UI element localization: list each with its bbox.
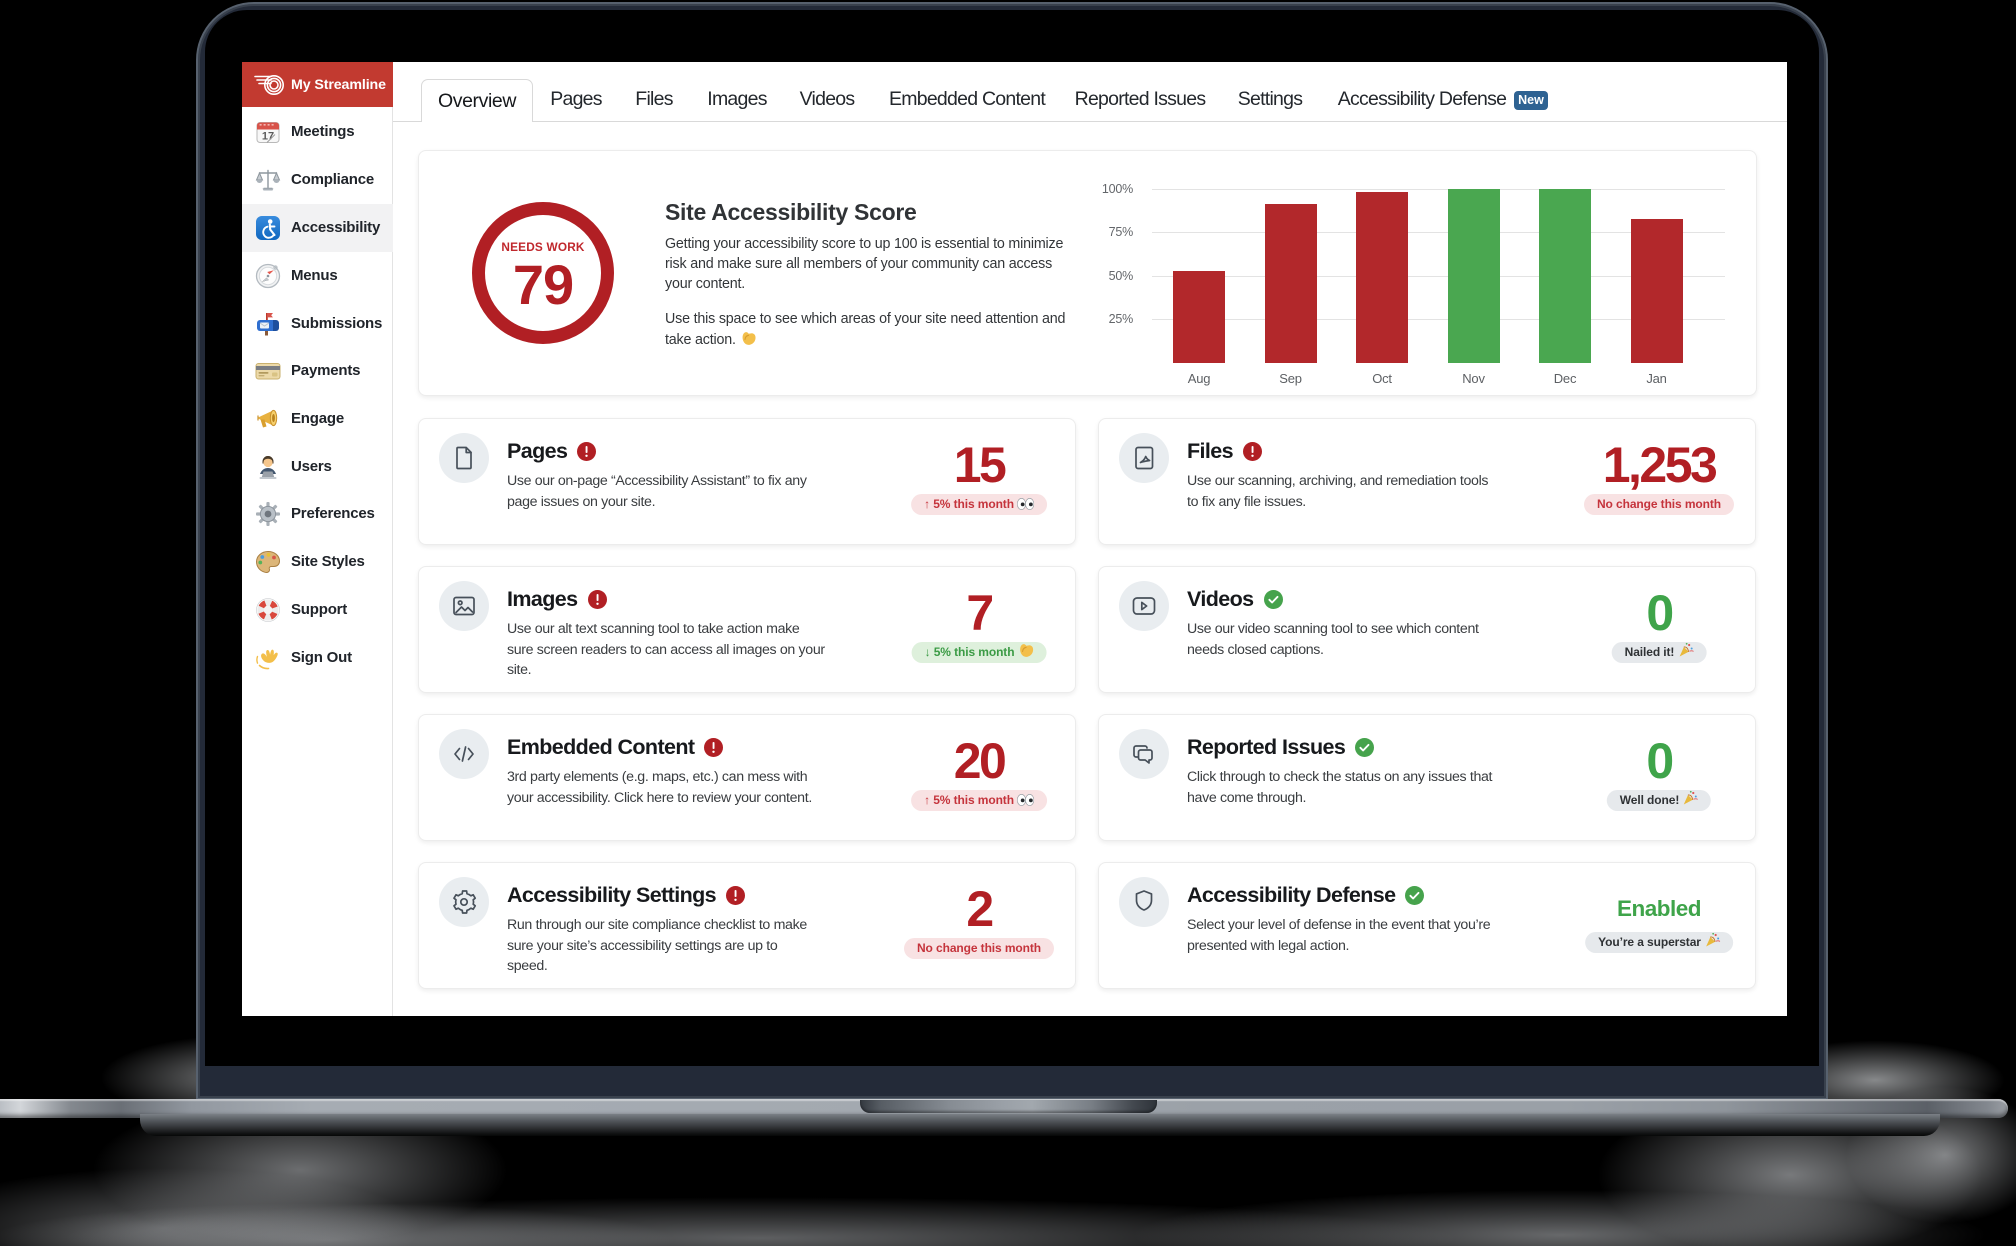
svg-text:17: 17 — [262, 131, 274, 143]
